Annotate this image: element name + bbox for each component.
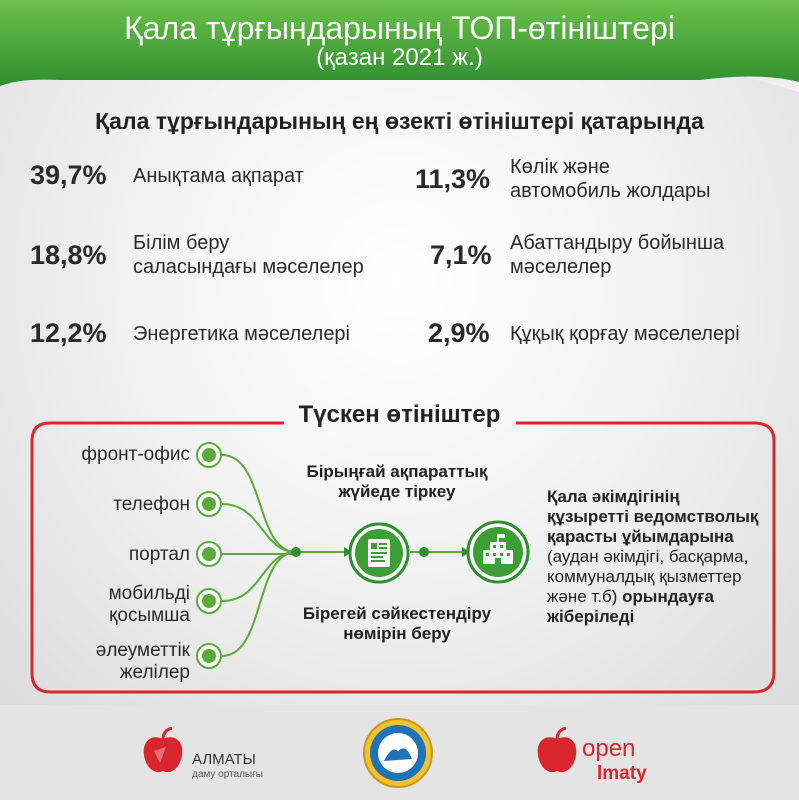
source-node bbox=[196, 541, 222, 567]
page-title: Қала тұрғындарының ТОП-өтініштері bbox=[124, 10, 675, 46]
building-icon bbox=[466, 520, 530, 584]
stats-heading: Қала тұрғындарының ең өзекті өтініштері … bbox=[95, 108, 704, 134]
source-phone: телефон bbox=[40, 494, 190, 516]
stat-item: 2,9% Құқық қорғау мәселелері bbox=[428, 318, 740, 349]
destination-description: Қала әкімдігінің құзыретті ведомстволық … bbox=[547, 487, 759, 626]
source-node bbox=[196, 442, 222, 468]
stat-percent: 7,1% bbox=[430, 239, 492, 270]
source-social-networks: әлеуметтік желілер bbox=[40, 640, 190, 684]
stat-label: автомобиль жолдары bbox=[510, 180, 711, 202]
stat-percent: 11,3% bbox=[415, 163, 491, 194]
stat-percent: 2,9% bbox=[428, 318, 490, 348]
stat-item: 11,3% Көлік және автомобиль жолдары bbox=[415, 155, 711, 203]
apple-logo-icon bbox=[537, 727, 577, 773]
emblem-icon bbox=[363, 718, 433, 788]
apple-logo-icon bbox=[143, 727, 183, 773]
stat-item: 18,8% Білім беру саласындағы мәселелер bbox=[30, 231, 364, 279]
register-step-label: Бірыңғай ақпараттық жүйеде тіркеу bbox=[306, 462, 488, 501]
stat-percent: 12,2% bbox=[30, 318, 107, 348]
source-node bbox=[196, 588, 222, 614]
stat-label: Абаттандыру бойынша bbox=[510, 232, 725, 254]
source-portal: портал bbox=[40, 544, 190, 566]
source-label: желілер bbox=[119, 662, 190, 683]
source-node bbox=[196, 643, 222, 669]
source-label: әлеуметтік bbox=[95, 640, 190, 661]
stat-item: 7,1% Абаттандыру бойынша мәселелер bbox=[430, 231, 724, 279]
stat-label: саласындағы мәселелер bbox=[133, 256, 364, 278]
source-mobile-app: мобильді қосымша bbox=[40, 583, 190, 627]
header-banner: Қала тұрғындарының ТОП-өтініштері (қазан… bbox=[0, 0, 799, 92]
logo-almaty-name: АЛМАТЫ bbox=[192, 751, 256, 768]
page-subtitle: (қазан 2021 ж.) bbox=[316, 44, 483, 71]
stat-label: Анықтама ақпарат bbox=[133, 164, 304, 187]
stat-label: Білім беру bbox=[133, 232, 230, 254]
page-background bbox=[0, 0, 799, 705]
stat-label: Көлік және bbox=[510, 156, 610, 178]
footer: АЛМАТЫ даму орталығы open lmaty bbox=[0, 705, 799, 800]
logo-open-text: open bbox=[582, 735, 636, 762]
stat-label: мәселелер bbox=[510, 256, 612, 278]
source-label: қосымша bbox=[109, 605, 190, 626]
document-scan-icon bbox=[348, 522, 410, 584]
source-label: мобильді bbox=[108, 583, 190, 604]
stat-percent: 39,7% bbox=[30, 160, 107, 190]
source-label: фронт-офис bbox=[81, 444, 190, 465]
source-front-office: фронт-офис bbox=[40, 444, 190, 466]
flow-diagram-lines bbox=[30, 421, 776, 694]
stat-percent: 18,8% bbox=[30, 239, 107, 270]
stat-item: 12,2% Энергетика мәселелері bbox=[30, 318, 350, 349]
stat-label: Энергетика мәселелері bbox=[133, 322, 351, 345]
source-label: телефон bbox=[113, 494, 190, 515]
stat-item: 39,7% Анықтама ақпарат bbox=[30, 160, 304, 191]
assign-number-label: Бірегей сәйкестендіру нөмірін беру bbox=[302, 604, 492, 643]
logo-almaty-sub: даму орталығы bbox=[192, 769, 263, 780]
source-label: портал bbox=[128, 544, 190, 565]
stat-label: Құқық қорғау мәселелері bbox=[510, 322, 740, 345]
source-node bbox=[196, 491, 222, 517]
logo-almaty-text: lmaty bbox=[597, 763, 647, 784]
flow-title: Түскен өтініштер bbox=[298, 401, 501, 428]
